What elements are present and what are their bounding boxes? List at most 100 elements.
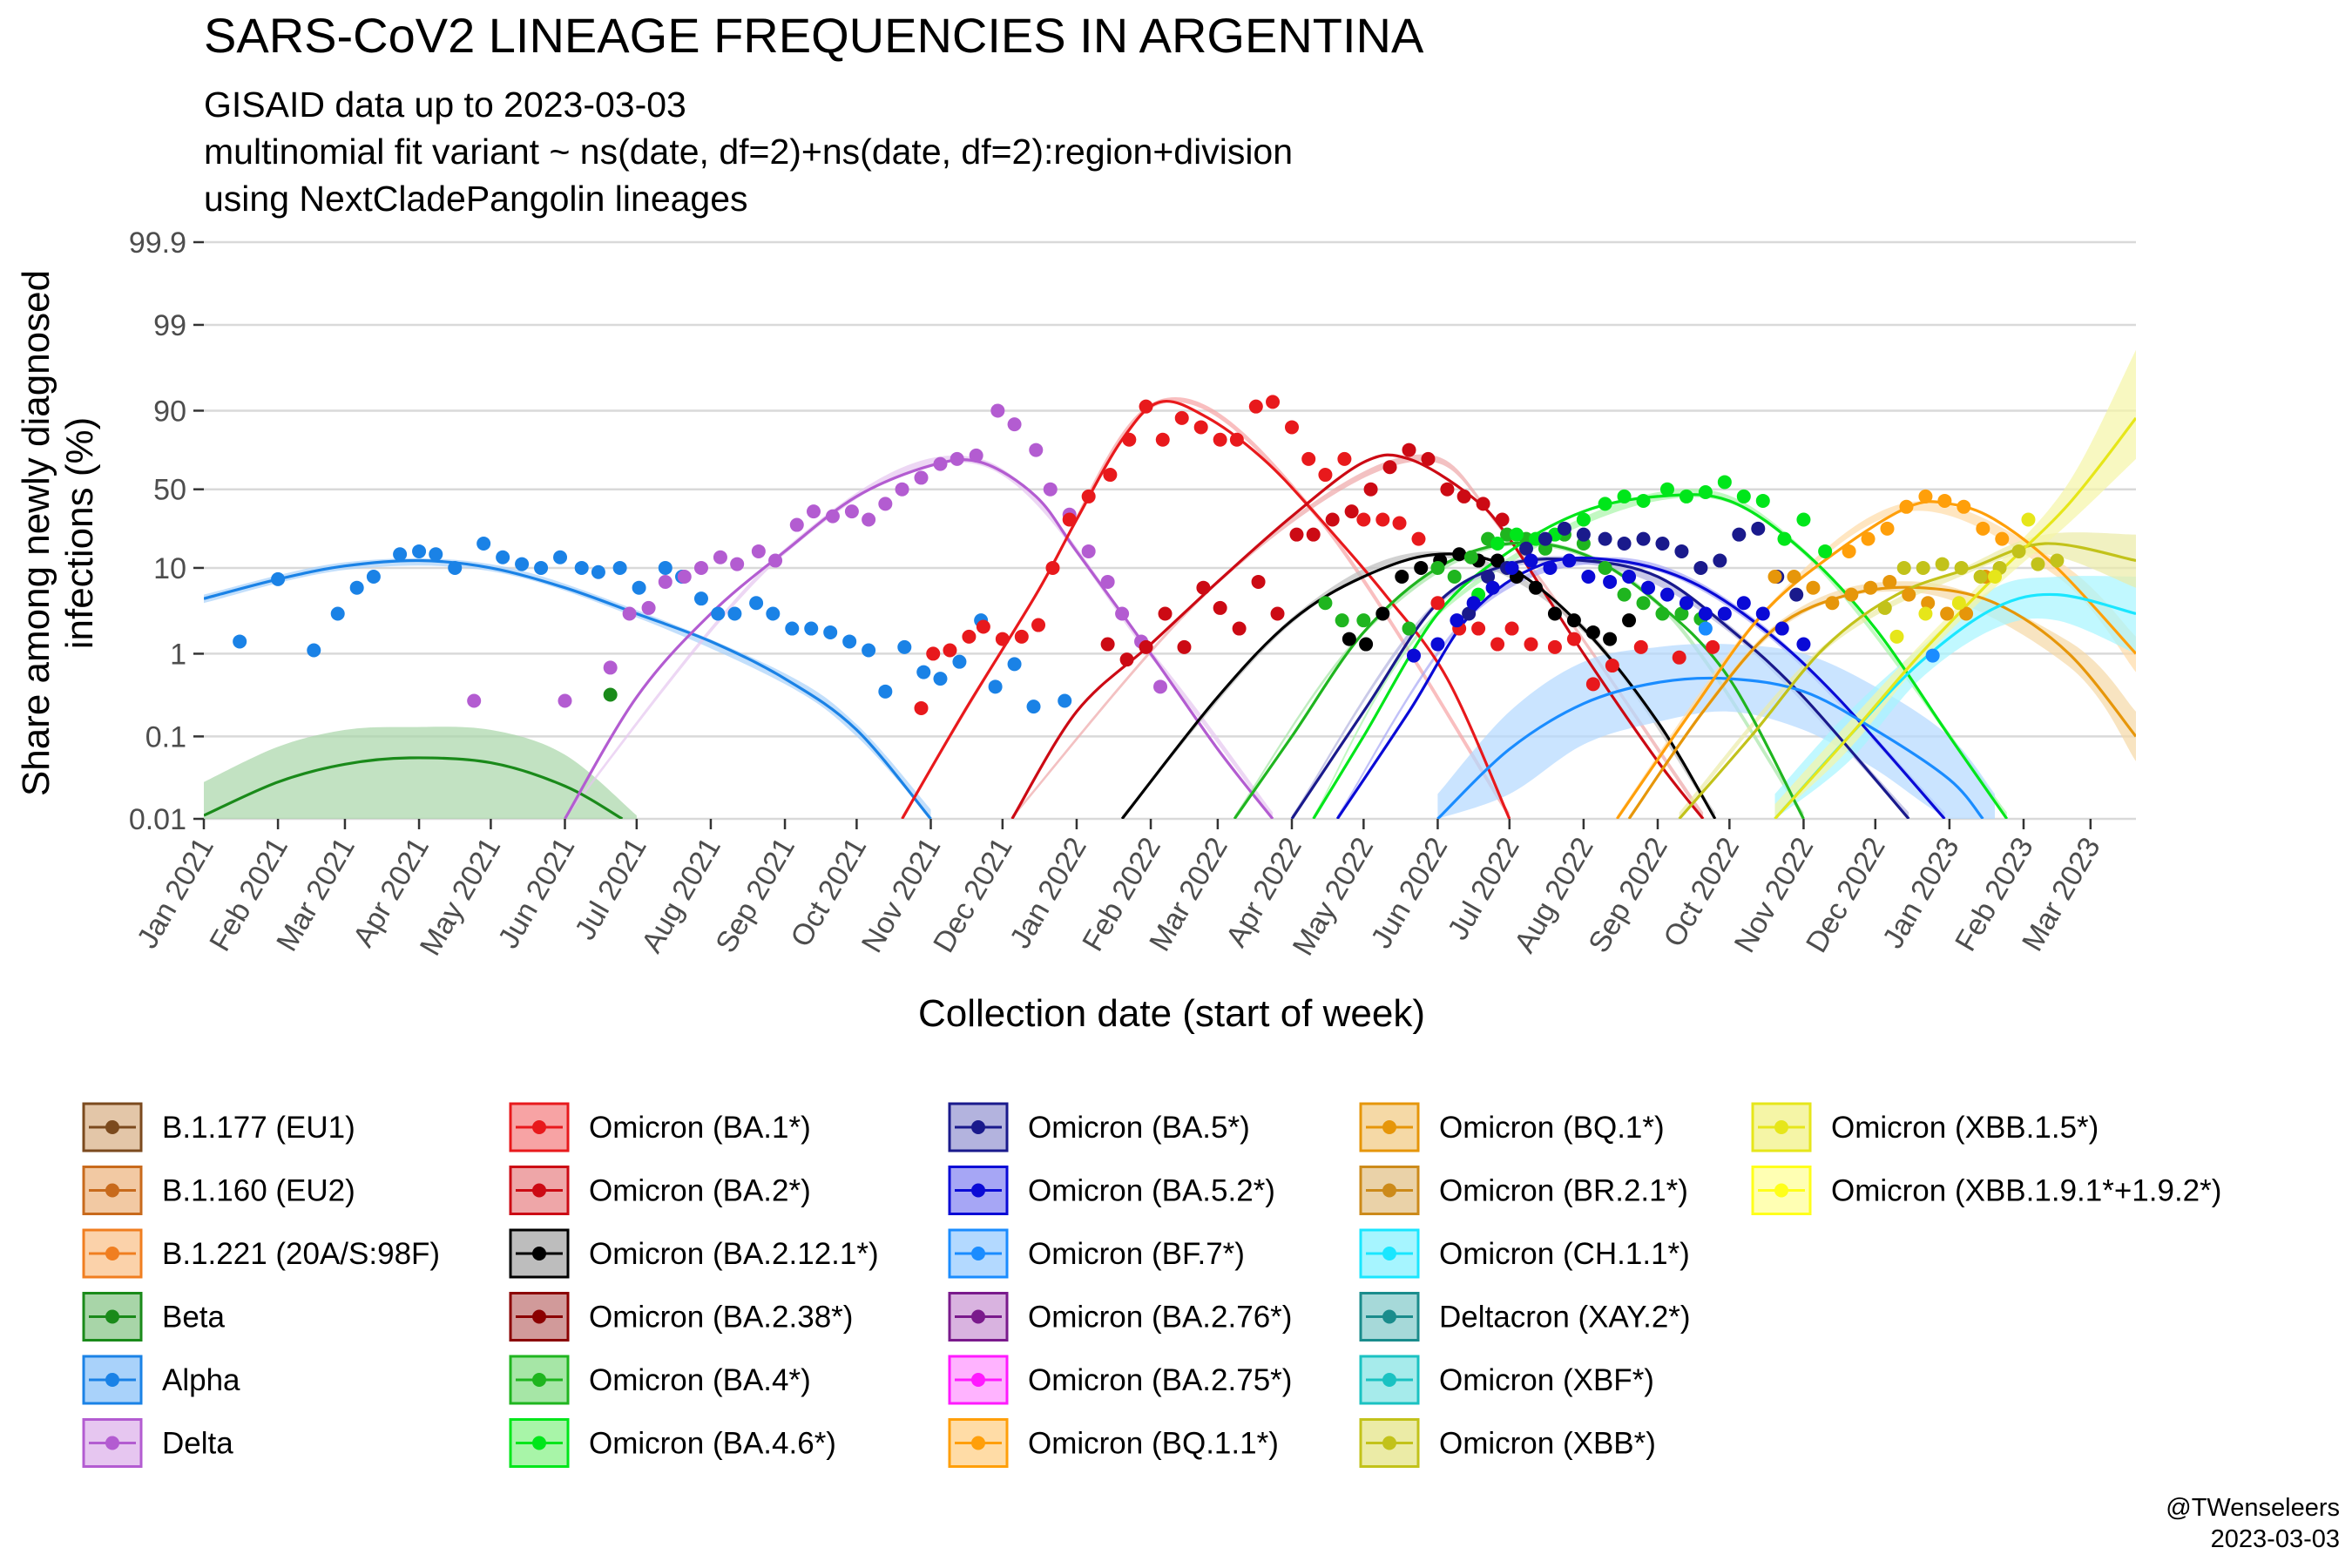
- series-5-point: [914, 470, 929, 485]
- series-4-point: [749, 596, 764, 611]
- series-7-point: [1196, 580, 1211, 595]
- series-5-point: [730, 557, 745, 571]
- legend-label: B.1.177 (EU1): [162, 1111, 355, 1145]
- series-13-point: [1755, 606, 1770, 621]
- legend-swatch-point: [971, 1373, 985, 1387]
- series-6-point: [962, 629, 977, 644]
- series-4-point: [952, 654, 967, 669]
- series-18-point: [1825, 596, 1840, 611]
- series-10-point: [1674, 606, 1689, 621]
- series-12-point: [1519, 541, 1534, 556]
- series-6-point: [1318, 468, 1333, 483]
- series-5-point: [1007, 417, 1022, 432]
- legend-label: Omicron (BA.2.76*): [1028, 1301, 1292, 1335]
- series-24-line: [1774, 416, 2136, 819]
- legend-label: Deltacron (XAY.2*): [1439, 1301, 1691, 1335]
- legend-item: B.1.221 (20A/S:98F): [82, 1228, 440, 1279]
- series-4-point: [1026, 700, 1041, 714]
- series-4-point: [916, 665, 931, 679]
- x-tick-label: Jul 2021: [569, 832, 653, 945]
- series-6-point: [926, 646, 941, 661]
- series-12-point: [1576, 527, 1591, 542]
- legend-label: Omicron (BQ.1*): [1439, 1111, 1665, 1145]
- legend-swatch-point: [532, 1183, 546, 1198]
- credit-handle: @TWenseleers: [2166, 1494, 2340, 1522]
- legend-swatch-point: [1774, 1183, 1788, 1198]
- series-5-point: [1043, 482, 1058, 497]
- legend-item: Omicron (BA.4*): [509, 1355, 811, 1405]
- series-23-point: [1877, 600, 1892, 615]
- series-5-point: [1081, 544, 1096, 558]
- legend-label: Omicron (BA.2.38*): [589, 1301, 853, 1335]
- series-12-point: [1557, 521, 1571, 536]
- series-7-point: [1382, 460, 1397, 475]
- series-6-point: [1122, 432, 1137, 447]
- series-6-point: [1672, 650, 1686, 665]
- series-5-point: [603, 660, 618, 675]
- legend-label: Omicron (BA.2*): [589, 1174, 811, 1208]
- series-13-point: [1796, 637, 1811, 652]
- series-11-point: [1598, 497, 1612, 511]
- series-11-point: [1636, 493, 1651, 508]
- series-4-point: [591, 564, 605, 579]
- series-5-point: [950, 451, 964, 466]
- series-14-line: [1436, 676, 1984, 819]
- legend-swatch-point: [105, 1183, 119, 1198]
- series-5-point: [862, 512, 876, 527]
- series-17-point: [1861, 531, 1876, 546]
- series-5-point: [1100, 574, 1115, 589]
- series-8-point: [1395, 570, 1409, 585]
- series-11-point: [1659, 482, 1674, 497]
- series-6-point: [914, 700, 929, 715]
- series-10-point: [1447, 570, 1462, 585]
- series-11-point: [1796, 512, 1811, 527]
- series-7-point: [1421, 451, 1436, 466]
- series-4-point: [1007, 657, 1022, 672]
- legend-swatch-point: [971, 1247, 985, 1260]
- series-18-point: [1787, 570, 1801, 585]
- series-8-point: [1452, 547, 1467, 562]
- series-4-point: [693, 591, 708, 606]
- series-23-point: [2050, 553, 2065, 568]
- legend-label: Omicron (XBB.1.5*): [1831, 1111, 2099, 1145]
- y-tick-label: 10: [153, 552, 186, 585]
- series-13-point: [1504, 560, 1519, 575]
- legend-label: Omicron (XBF*): [1439, 1363, 1654, 1397]
- series-17-point: [1918, 489, 1933, 504]
- series-6-point: [1045, 560, 1060, 575]
- series-3-point: [603, 687, 618, 702]
- series-6-point: [1155, 432, 1170, 447]
- series-5-band: [564, 455, 1273, 819]
- legend-label: Omicron (BA.5*): [1028, 1111, 1250, 1145]
- series-17-line: [1615, 500, 2136, 819]
- legend-label: Alpha: [162, 1363, 240, 1397]
- series-12-point: [1655, 536, 1670, 551]
- series-8-point: [1547, 606, 1562, 621]
- series-18-point: [1921, 596, 1936, 611]
- series-3-band: [204, 727, 637, 819]
- series-6-point: [1585, 677, 1600, 692]
- series-13-point: [1659, 587, 1674, 602]
- y-tick-label: 99: [153, 309, 186, 342]
- series-6-point: [1411, 531, 1426, 546]
- series-5-point: [751, 544, 766, 558]
- series-6-point: [1174, 410, 1189, 425]
- series-4-point: [307, 643, 321, 658]
- legend-label: B.1.160 (EU2): [162, 1174, 355, 1208]
- series-6-point: [1633, 639, 1648, 654]
- data-points: [233, 395, 2065, 715]
- series-11-point: [1528, 531, 1543, 546]
- series-4-point: [393, 547, 408, 562]
- series-10-point: [1500, 527, 1515, 542]
- series-4-point: [988, 679, 1003, 694]
- series-13-point: [1450, 613, 1464, 628]
- series-4-point: [412, 544, 427, 558]
- series-12-point: [1751, 521, 1766, 536]
- series-24-point: [1988, 570, 2003, 585]
- series-6-point: [1081, 489, 1096, 504]
- legend-label: Omicron (XBB.1.9.1*+1.9.2*): [1831, 1174, 2221, 1208]
- y-axis-ticks: 0.01 0.1 1 10 50 90 99 99.9: [129, 226, 204, 836]
- series-4-point: [574, 560, 589, 575]
- series-4-point: [878, 684, 893, 699]
